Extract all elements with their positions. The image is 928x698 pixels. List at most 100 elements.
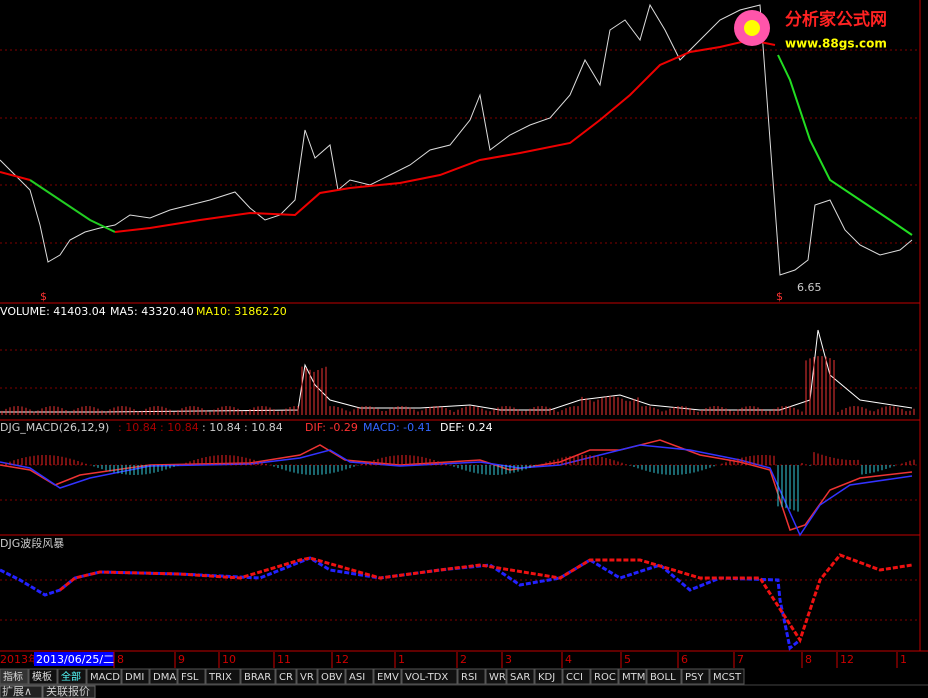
tab-label[interactable]: 模板	[32, 670, 52, 683]
time-axis: 2013年 2013/06/25/二 8 9 10 11 12 1 2 3 4 5 6 7 8 12 1	[0, 652, 907, 668]
tab-label[interactable]: DMI	[125, 672, 144, 683]
tab[interactable]	[590, 668, 619, 685]
tab-label[interactable]: DMA	[153, 672, 176, 683]
tab-label[interactable]: KDJ	[538, 672, 555, 683]
tab[interactable]	[275, 668, 297, 685]
tab[interactable]	[345, 668, 374, 685]
tab[interactable]	[0, 668, 29, 685]
month-label: 3	[505, 653, 512, 666]
year-label: 2013年	[0, 652, 39, 666]
tab[interactable]	[681, 668, 710, 685]
tab[interactable]	[86, 668, 122, 685]
month-label: 1	[398, 653, 405, 666]
tab[interactable]	[57, 668, 87, 685]
macd-bars	[1, 452, 915, 512]
tab-label[interactable]: BRAR	[244, 672, 271, 683]
ma5-label: MA5: 43320.40	[110, 305, 194, 318]
low-label: 6.65	[797, 281, 822, 294]
tab[interactable]	[373, 668, 402, 685]
footer-item[interactable]: 扩展∧	[2, 684, 32, 698]
tab-label[interactable]: VOL-TDX	[405, 672, 448, 683]
macd-value: : 10.84	[244, 421, 283, 434]
macd-name: DJG_MACD(26,12,9)	[0, 421, 109, 434]
dif-line	[0, 439, 913, 531]
footer: 扩展∧ 关联报价	[0, 684, 928, 698]
marker: $	[776, 290, 783, 303]
month-label: 5	[624, 653, 631, 666]
month-label: 11	[277, 653, 291, 666]
footer-item[interactable]: 关联报价	[46, 684, 90, 698]
tab-label[interactable]: TRIX	[208, 672, 232, 683]
ma-line	[0, 171, 31, 181]
month-label: 6	[681, 653, 688, 666]
wave-name: DJG波段风暴	[0, 536, 64, 550]
tab[interactable]	[534, 668, 563, 685]
tab-label[interactable]: EMV	[377, 672, 399, 683]
month-label: 10	[222, 653, 236, 666]
month-label: 12	[840, 653, 854, 666]
tab-label[interactable]: SAR	[510, 672, 530, 683]
tab-label[interactable]: MTM	[622, 672, 645, 683]
price-trace	[0, 3, 913, 276]
tab[interactable]	[317, 668, 346, 685]
tab[interactable]	[709, 668, 745, 685]
tab-label[interactable]: BOLL	[650, 672, 676, 683]
tab[interactable]	[562, 668, 591, 685]
tab[interactable]	[457, 668, 486, 685]
macd-label: MACD: -0.41	[363, 421, 432, 434]
tab-label[interactable]: 全部	[61, 670, 81, 683]
tab-label[interactable]: MACD	[90, 672, 120, 683]
tab-label[interactable]: ROC	[594, 672, 616, 683]
logo-url: www.88gs.com	[785, 37, 887, 51]
tab-label[interactable]: FSL	[181, 672, 199, 683]
dea-line	[0, 444, 913, 537]
tab[interactable]	[618, 668, 647, 685]
wave-line	[59, 553, 913, 644]
macd-value: : 10.84	[202, 421, 241, 434]
tab[interactable]	[485, 668, 507, 685]
month-label: 9	[178, 653, 185, 666]
month-label: 12	[335, 653, 349, 666]
month-label: 2	[460, 653, 467, 666]
tab[interactable]	[240, 668, 276, 685]
tab[interactable]	[149, 668, 178, 685]
tab-label[interactable]: CCI	[566, 672, 583, 683]
logo-name: 分析家公式网	[785, 9, 887, 30]
volume-trace	[0, 329, 913, 413]
dif-label: DIF: -0.29	[305, 421, 358, 434]
volume-label: VOLUME: 41403.04	[0, 305, 106, 318]
ma-line	[29, 179, 116, 233]
tab[interactable]	[646, 668, 682, 685]
tab-label[interactable]: MCST	[713, 672, 742, 683]
grid	[0, 0, 928, 652]
tab-label[interactable]: ASI	[349, 672, 365, 683]
tab[interactable]	[401, 668, 458, 685]
tab[interactable]	[296, 668, 318, 685]
tab-label[interactable]: OBV	[321, 672, 342, 683]
marker: $	[40, 290, 47, 303]
volume-bars	[1, 356, 915, 415]
tab-label[interactable]: 指标	[3, 670, 23, 683]
tab[interactable]	[177, 668, 206, 685]
tab-bar: 指标 模板 全部 MACD DMI DMA FSL TRIX BRAR CR VR OBV ASI EMV…	[0, 668, 745, 685]
month-label: 8	[117, 653, 124, 666]
month-label: 7	[737, 653, 744, 666]
def-label: DEF: 0.24	[440, 421, 493, 434]
macd-value: : 10.84	[118, 421, 157, 434]
cursor-date: 2013/06/25/二	[36, 653, 114, 666]
tab[interactable]	[28, 668, 58, 685]
ma10-label: MA10: 31862.20	[196, 305, 287, 318]
tab-label[interactable]: PSY	[685, 672, 704, 683]
tab[interactable]	[205, 668, 241, 685]
tab-label[interactable]: VR	[300, 672, 314, 683]
tab-label[interactable]: CR	[279, 672, 293, 683]
tab-label[interactable]: WR	[489, 672, 506, 683]
tab[interactable]	[121, 668, 150, 685]
tab-label[interactable]: RSI	[461, 672, 477, 683]
ma-line	[777, 54, 913, 236]
logo: 分析家公式网 www.88gs.com	[734, 9, 887, 51]
month-label: 1	[900, 653, 907, 666]
tab[interactable]	[506, 668, 535, 685]
month-label: 8	[805, 653, 812, 666]
